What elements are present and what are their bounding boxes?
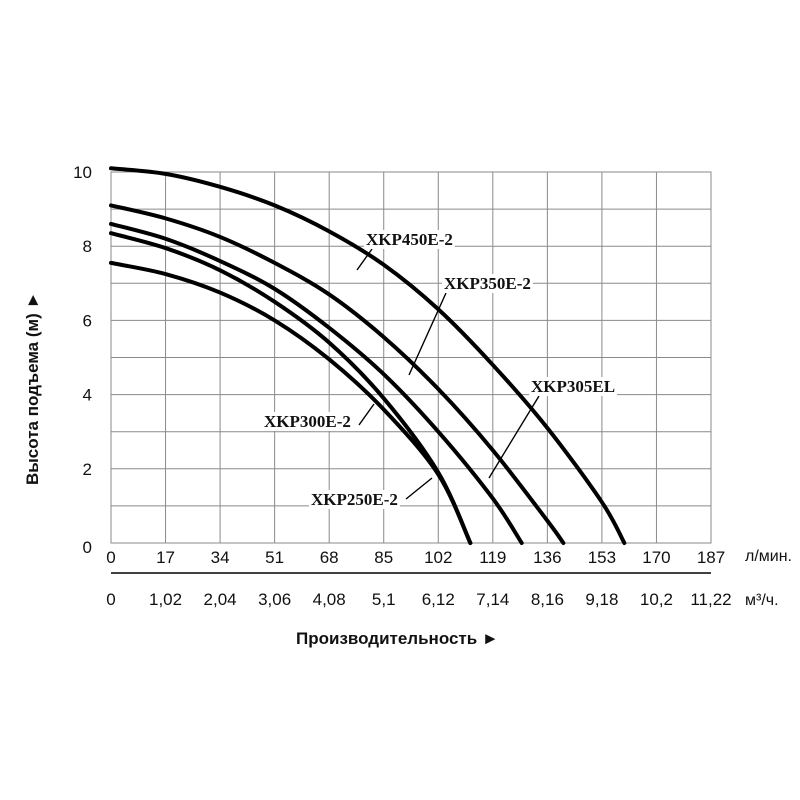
y-tick-label: 10 <box>73 163 92 182</box>
y-tick-label: 4 <box>83 386 92 405</box>
series-line-xkp305el <box>109 221 524 545</box>
series-label-bg <box>442 274 533 293</box>
y-tick-label: 2 <box>83 460 92 479</box>
y-tick-label: 0 <box>83 538 92 557</box>
x-tick-label-primary: 0 <box>106 548 115 567</box>
leader-line-xkp300e-2 <box>358 403 375 426</box>
x-tick-label-secondary: 3,06 <box>258 590 291 609</box>
x-tick-label-primary: 17 <box>156 548 175 567</box>
x-tick-label-primary: 51 <box>265 548 284 567</box>
x-unit-primary: л/мин. <box>745 548 792 565</box>
y-axis-title: Высота подъема (м) ► <box>23 292 42 485</box>
y-tick-label: 8 <box>83 237 92 256</box>
series-label-bg <box>262 412 353 431</box>
leader-line-xkp305el <box>488 395 540 479</box>
x-tick-label-secondary: 7,14 <box>476 590 509 609</box>
x-tick-label-primary: 153 <box>588 548 616 567</box>
x-tick-label-secondary: 2,04 <box>204 590 237 609</box>
x-tick-label-secondary: 9,18 <box>585 590 618 609</box>
x-tick-label-primary: 136 <box>533 548 561 567</box>
x-tick-label-secondary: 8,16 <box>531 590 564 609</box>
x-axis-title: Производительность ► <box>296 629 499 648</box>
x-tick-label-secondary: 5,1 <box>372 590 396 609</box>
x-tick-label-secondary: 11,22 <box>690 590 731 609</box>
x-tick-label-secondary: 10,2 <box>640 590 673 609</box>
x-unit-secondary: м³/ч. <box>745 592 779 609</box>
x-tick-label-primary: 102 <box>424 548 452 567</box>
series-label-bg <box>364 230 455 249</box>
y-tick-label: 6 <box>83 311 92 330</box>
x-tick-label-primary: 85 <box>374 548 393 567</box>
x-tick-label-secondary: 0 <box>106 590 115 609</box>
series-label-xkp450e-2: XKP450E-2 <box>366 230 453 249</box>
leaders <box>356 248 540 500</box>
x-tick-label-primary: 68 <box>320 548 339 567</box>
x-tick-label-primary: 170 <box>642 548 670 567</box>
series-label-xkp350e-2: XKP350E-2 <box>444 274 531 293</box>
x-tick-label-primary: 119 <box>479 548 506 567</box>
series-line-xkp300e-2 <box>109 231 473 545</box>
x-tick-label-secondary: 1,02 <box>149 590 182 609</box>
leader-line-xkp350e-2 <box>408 292 447 376</box>
leader-line-xkp250e-2 <box>405 477 433 500</box>
series-label-xkp250e-2: XKP250E-2 <box>311 490 398 509</box>
labels: XKP450E-2 XKP350E-2 XKP305EL XKP300E-2 XKP25… <box>262 230 618 509</box>
curves <box>109 166 627 545</box>
series-line-xkp350e-2 <box>109 203 566 545</box>
x-tick-label-primary: 187 <box>697 548 725 567</box>
x-tick-label-secondary: 4,08 <box>313 590 346 609</box>
x-tick-label-primary: 34 <box>211 548 230 567</box>
series-label-bg <box>529 377 618 396</box>
leader-line-xkp450e-2 <box>356 248 373 271</box>
series-label-bg <box>309 490 400 509</box>
x-tick-label-secondary: 6,12 <box>422 590 455 609</box>
series-label-xkp305el: XKP305EL <box>531 377 615 396</box>
series-line-xkp450e-2 <box>109 166 627 545</box>
series-line-xkp250e-2 <box>109 260 473 545</box>
series-label-xkp300e-2: XKP300E-2 <box>264 412 351 431</box>
